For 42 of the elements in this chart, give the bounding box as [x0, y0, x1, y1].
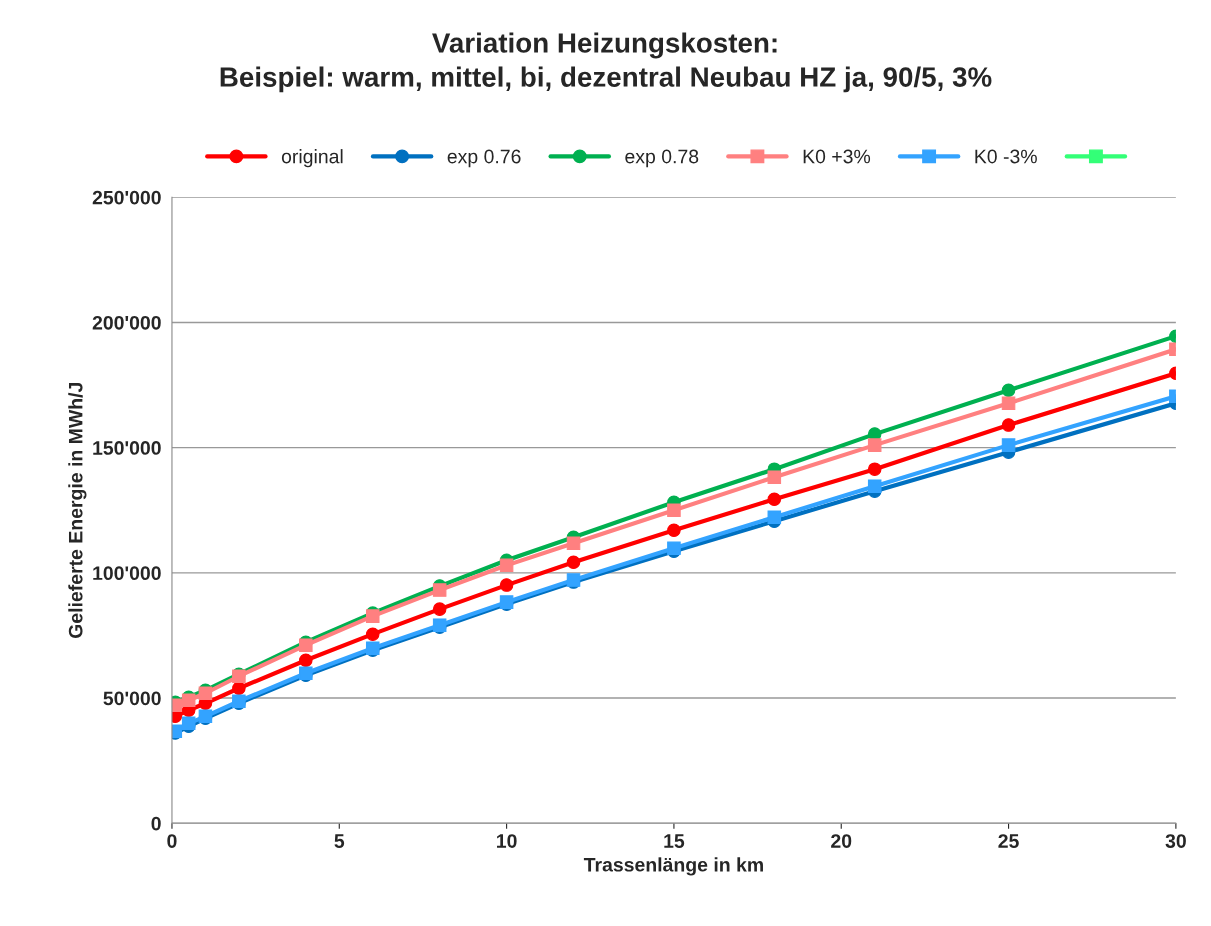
x-tick-label: 10	[497, 834, 517, 848]
point	[767, 492, 782, 506]
point	[667, 523, 681, 538]
y-tick-label: 50'000	[103, 691, 161, 706]
x-tick-label: 20	[831, 834, 852, 848]
x-tick-label: 15	[664, 834, 685, 848]
point	[867, 462, 882, 476]
y-tick-label: 200'000	[92, 315, 161, 330]
legend-label: K0 -3%	[975, 149, 1037, 164]
legend-label: exp 0.78	[625, 149, 699, 168]
legend-label: exp 0.76	[447, 149, 521, 168]
y-tick-label: 100'000	[93, 566, 161, 581]
point	[1001, 438, 1016, 452]
point	[499, 558, 514, 573]
point	[1001, 396, 1016, 411]
point	[667, 503, 681, 517]
chart-title: Variation Heizungskosten: Beispiel: warm, mittel, bi, dezentral Neubau HZ ja, 90/5, 3%	[220, 32, 992, 93]
point	[867, 479, 882, 493]
legend-label: original	[281, 149, 343, 168]
y-axis-title: Gelieferte Energie in MWh/J	[68, 382, 87, 638]
point	[1001, 383, 1016, 398]
point	[432, 583, 447, 597]
point	[767, 510, 782, 525]
point	[299, 653, 313, 667]
point	[767, 470, 782, 484]
point	[867, 438, 882, 452]
legend-label: K0 +3%	[803, 149, 871, 164]
x-axis-title: Trassenlänge in km	[583, 857, 763, 876]
point	[566, 555, 581, 570]
point	[566, 536, 581, 551]
point	[499, 578, 514, 592]
y-tick-label: 0	[151, 816, 161, 831]
x-tick-label: 0	[167, 834, 177, 848]
x-tick-label: 25	[998, 834, 1019, 848]
x-tick-label: 5	[334, 834, 345, 848]
point	[365, 627, 380, 641]
y-tick-label: 150'000	[93, 441, 161, 455]
point	[1001, 418, 1016, 432]
point	[432, 602, 447, 616]
point	[232, 681, 246, 696]
x-tick-label: 30	[1165, 834, 1186, 848]
y-tick-label: 250'000	[92, 190, 161, 205]
